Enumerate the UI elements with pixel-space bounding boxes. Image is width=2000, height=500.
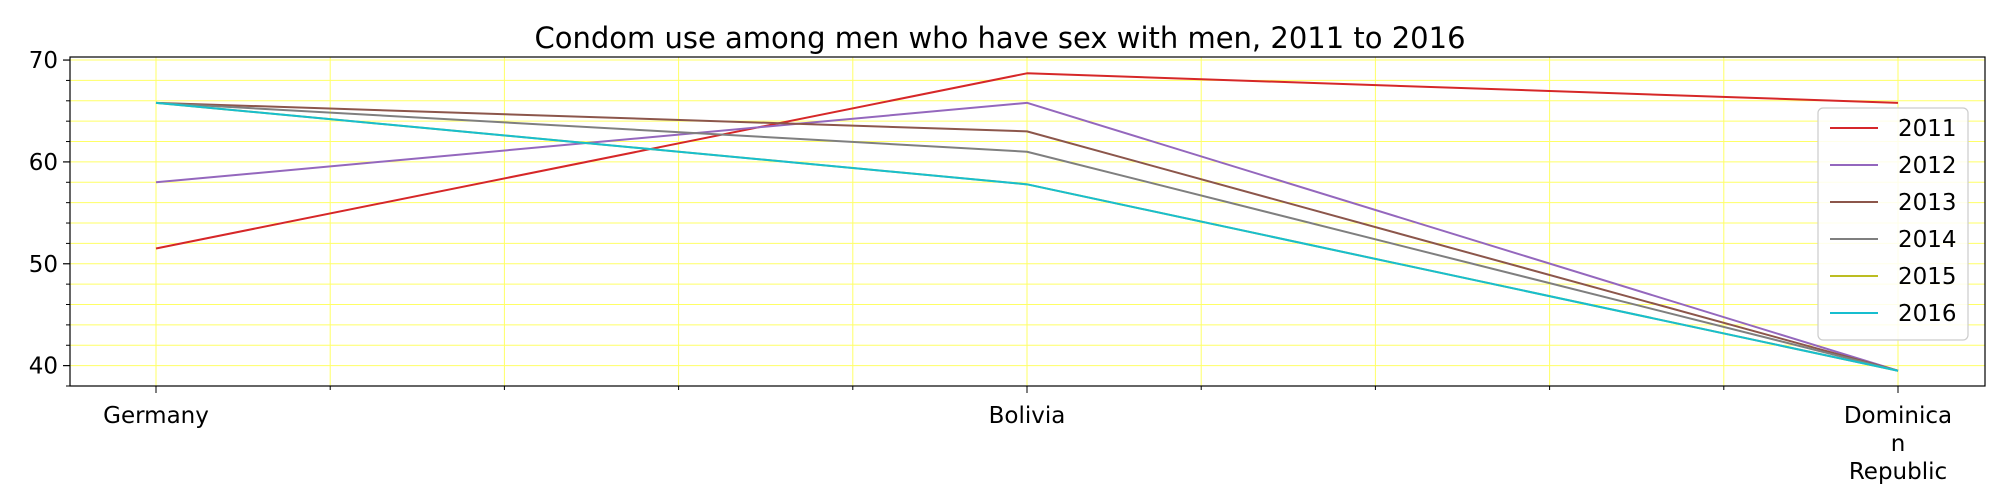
series-line-2016	[155, 101, 1899, 372]
chart-title: Condom use among men who have sex with m…	[534, 21, 1465, 55]
legend-label: 2015	[1898, 264, 1957, 290]
legend-label: 2014	[1898, 227, 1957, 253]
series-line-2012	[155, 101, 1899, 372]
x-tick-label: Germany	[103, 403, 209, 429]
y-tick-label: 50	[29, 252, 58, 278]
legend-label: 2011	[1898, 116, 1957, 142]
y-tick-label: 60	[29, 150, 58, 176]
legend-label: 2013	[1898, 190, 1957, 216]
series-line-2014	[155, 101, 1899, 372]
x-tick-label: Bolivia	[989, 403, 1066, 429]
grid	[70, 57, 1985, 387]
series-line-2013	[155, 101, 1899, 372]
y-tick-label: 40	[29, 354, 58, 380]
legend-label: 2016	[1898, 301, 1957, 327]
series-line-2011	[155, 72, 1899, 250]
axes: 40 50 60 70 Germany Bolivia Dominica n Republic	[29, 48, 1952, 485]
y-tick-label: 70	[29, 48, 58, 74]
legend-label: 2012	[1898, 153, 1957, 179]
x-tick-label: Dominica n Republic	[1844, 403, 1952, 485]
legend: 2011 2012 2013 2014 2015 2016	[1817, 107, 1969, 341]
series-lines	[155, 72, 1899, 372]
